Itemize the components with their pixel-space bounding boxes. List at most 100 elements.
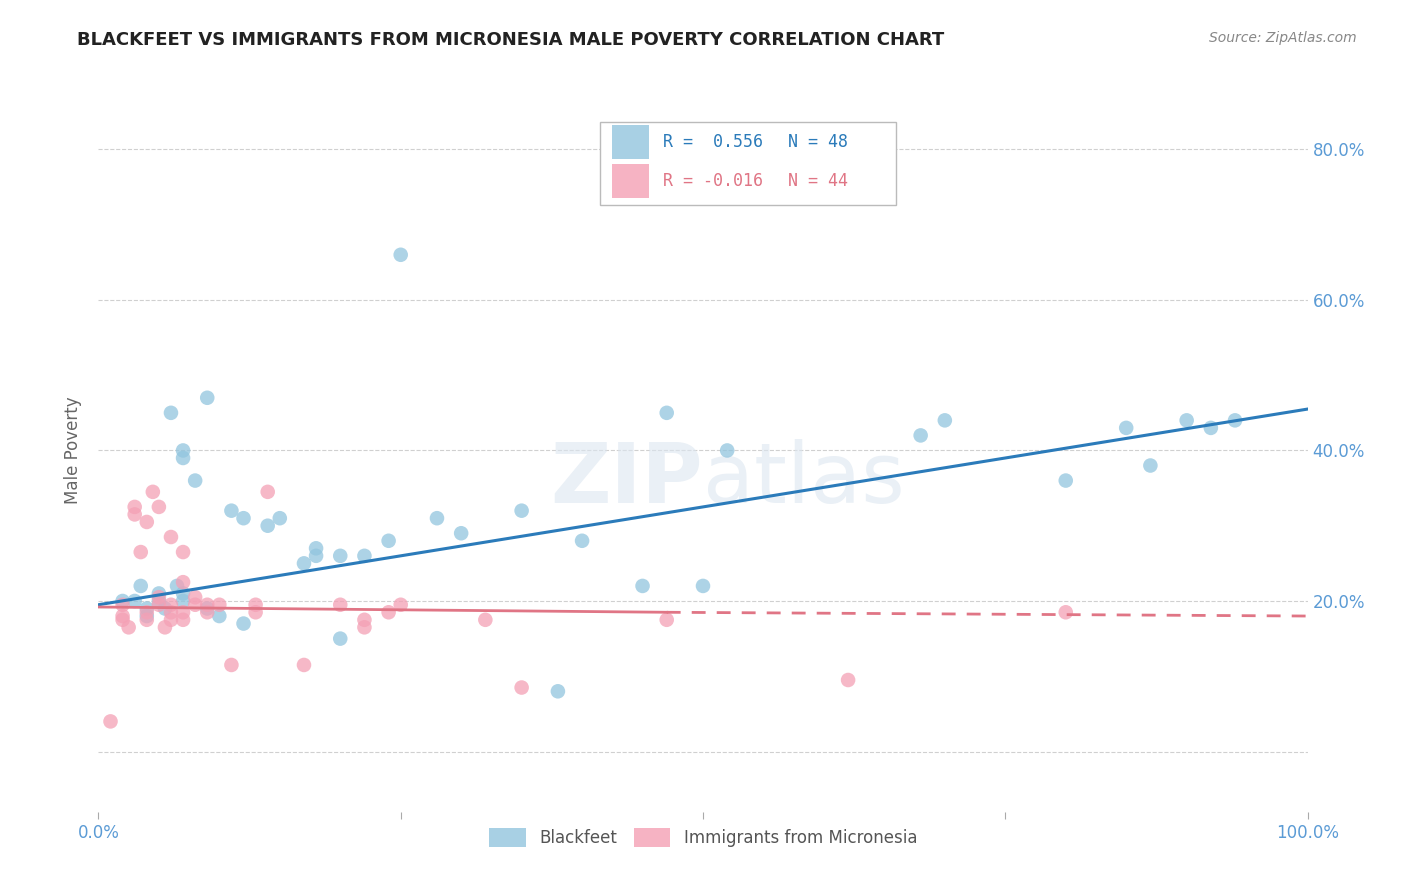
Point <box>172 443 194 458</box>
Point <box>329 632 352 646</box>
Point <box>232 511 254 525</box>
Point <box>148 591 170 605</box>
Point <box>353 613 375 627</box>
Point <box>329 549 352 563</box>
Y-axis label: Male Poverty: Male Poverty <box>65 397 83 504</box>
Point <box>111 613 134 627</box>
Point <box>166 579 188 593</box>
Point <box>329 598 352 612</box>
Point <box>269 511 291 525</box>
Point <box>124 594 146 608</box>
Point <box>160 406 183 420</box>
Point <box>135 609 157 624</box>
Point <box>692 579 714 593</box>
Point <box>232 616 254 631</box>
Point <box>135 515 157 529</box>
Point <box>184 598 207 612</box>
Point <box>142 484 165 499</box>
Point <box>426 511 449 525</box>
Point <box>111 594 134 608</box>
Point <box>160 530 183 544</box>
Text: R = -0.016: R = -0.016 <box>664 172 763 190</box>
Point <box>910 428 932 442</box>
Point <box>195 598 218 612</box>
Point <box>377 533 399 548</box>
Point <box>1054 605 1077 619</box>
Point <box>547 684 569 698</box>
Point <box>208 598 231 612</box>
Point <box>195 601 218 615</box>
Point <box>129 579 152 593</box>
Point <box>135 613 157 627</box>
Point <box>195 391 218 405</box>
Bar <box>613 125 648 160</box>
Point <box>153 601 176 615</box>
Point <box>153 620 176 634</box>
Point <box>148 598 170 612</box>
Point <box>256 518 278 533</box>
Point <box>172 613 194 627</box>
Text: atlas: atlas <box>703 439 904 520</box>
Point <box>389 598 412 612</box>
Point <box>1199 421 1222 435</box>
Point <box>148 594 170 608</box>
Point <box>184 474 207 488</box>
Point <box>172 594 194 608</box>
Point <box>353 549 375 563</box>
Point <box>148 586 170 600</box>
Point <box>571 533 593 548</box>
Point <box>172 545 194 559</box>
Point <box>124 500 146 514</box>
Point <box>631 579 654 593</box>
Point <box>135 601 157 615</box>
Point <box>305 549 328 563</box>
Point <box>1139 458 1161 473</box>
Point <box>195 605 218 619</box>
Point <box>135 605 157 619</box>
Point <box>245 598 267 612</box>
Point <box>655 613 678 627</box>
Point <box>510 681 533 695</box>
Point <box>353 620 375 634</box>
FancyBboxPatch shape <box>600 121 897 205</box>
Point <box>208 609 231 624</box>
Point <box>1175 413 1198 427</box>
Point <box>221 657 243 672</box>
Text: ZIP: ZIP <box>551 439 703 520</box>
Point <box>100 714 122 729</box>
Point <box>172 605 194 619</box>
Point <box>716 443 738 458</box>
Point <box>160 613 183 627</box>
Point <box>221 503 243 517</box>
Point <box>655 406 678 420</box>
Text: R =  0.556: R = 0.556 <box>664 133 763 151</box>
Text: N = 44: N = 44 <box>787 172 848 190</box>
Point <box>172 450 194 465</box>
Point <box>292 657 315 672</box>
Point <box>148 500 170 514</box>
Point <box>172 575 194 590</box>
Point <box>118 620 141 634</box>
Point <box>377 605 399 619</box>
Text: BLACKFEET VS IMMIGRANTS FROM MICRONESIA MALE POVERTY CORRELATION CHART: BLACKFEET VS IMMIGRANTS FROM MICRONESIA … <box>77 31 945 49</box>
Point <box>124 508 146 522</box>
Point <box>292 557 315 571</box>
Point <box>1223 413 1246 427</box>
Point <box>510 503 533 517</box>
Point <box>934 413 956 427</box>
Text: Source: ZipAtlas.com: Source: ZipAtlas.com <box>1209 31 1357 45</box>
Point <box>450 526 472 541</box>
Point <box>256 484 278 499</box>
Point <box>172 586 194 600</box>
Point <box>184 591 207 605</box>
Legend: Blackfeet, Immigrants from Micronesia: Blackfeet, Immigrants from Micronesia <box>482 822 924 854</box>
Point <box>111 609 134 624</box>
Point <box>160 598 183 612</box>
Bar <box>613 163 648 198</box>
Point <box>245 605 267 619</box>
Point <box>1115 421 1137 435</box>
Point <box>160 605 183 619</box>
Point <box>474 613 496 627</box>
Point <box>1054 474 1077 488</box>
Point <box>837 673 859 687</box>
